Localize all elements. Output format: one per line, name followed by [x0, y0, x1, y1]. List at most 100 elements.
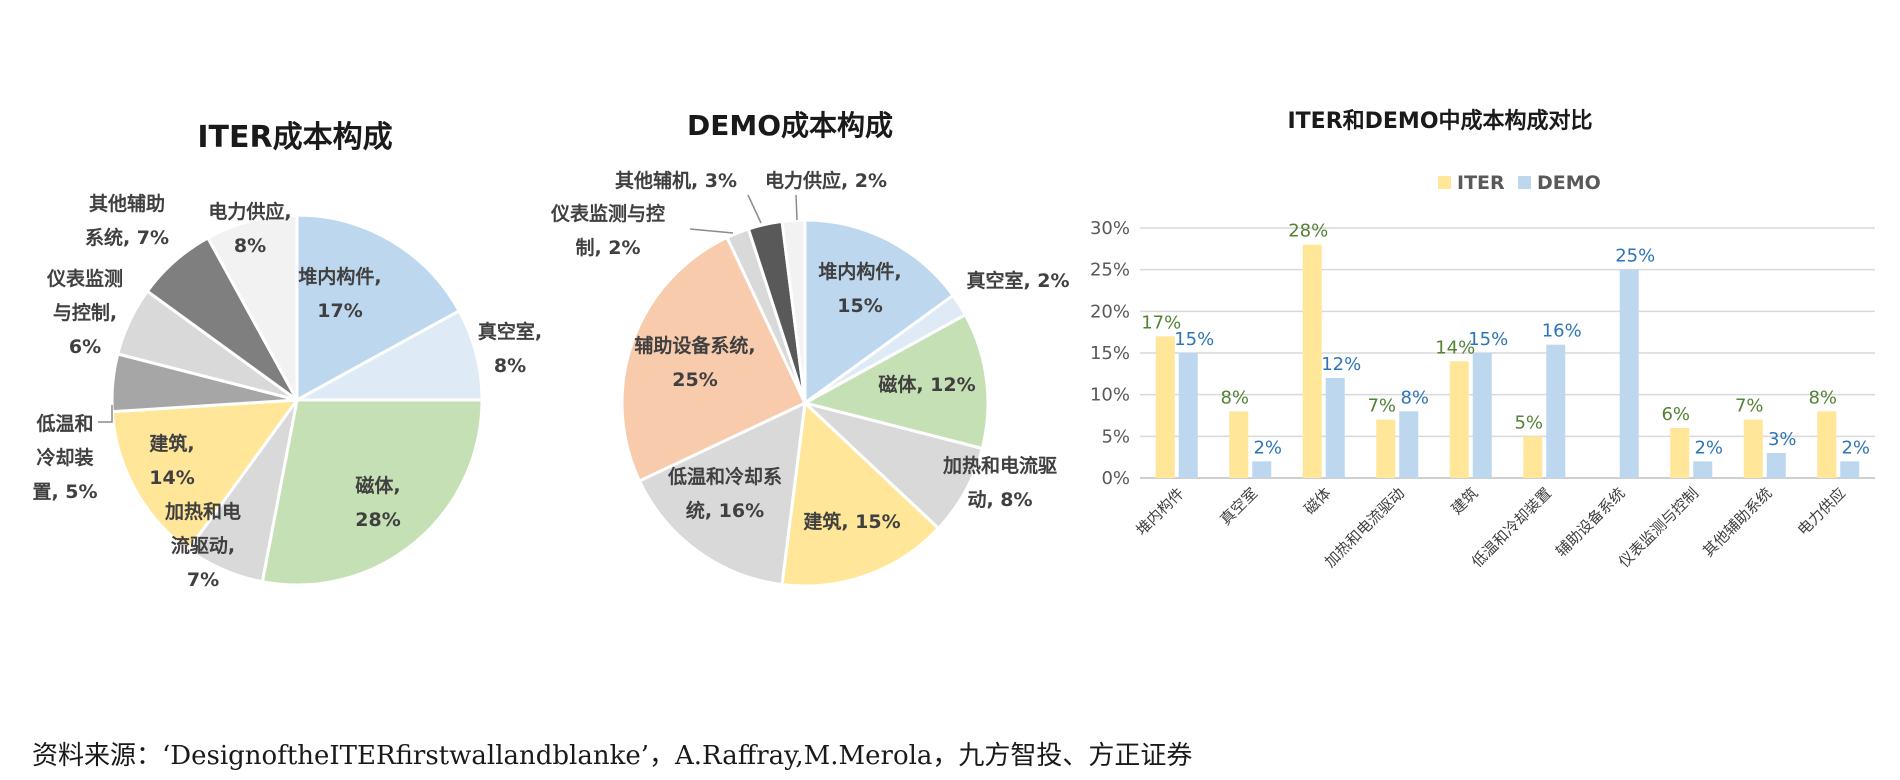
bar-demo: [1399, 411, 1419, 478]
bar-data-label: 3%: [1768, 429, 1797, 450]
y-tick-label: 20%: [1090, 301, 1130, 322]
bar-iter: [1376, 419, 1396, 478]
pie-slice: [295, 213, 462, 403]
pie-slice: [296, 308, 484, 402]
demo-pie-slices: [620, 218, 990, 588]
pie-slice: [620, 235, 807, 483]
y-tick-label: 30%: [1090, 218, 1130, 239]
y-tick-label: 5%: [1101, 426, 1130, 447]
x-category-label: 磁体: [1301, 484, 1335, 518]
legend-swatch: [1438, 176, 1451, 189]
bar-legend: ITER DEMO: [1438, 172, 1601, 194]
bar-demo: [1840, 461, 1860, 478]
pie-slice: [780, 399, 941, 588]
bar-data-label: 5%: [1514, 412, 1543, 433]
x-category-label: 辅助设备系统: [1552, 484, 1628, 560]
pie-data-label: 真空室, 2%: [966, 269, 1069, 292]
pie-data-label: 低温和冷却系统, 16%: [667, 465, 782, 522]
bar-data-label: 2%: [1253, 437, 1282, 458]
pie-data-label: 其他辅助系统, 7%: [85, 192, 169, 249]
bar-data-label: 2%: [1841, 437, 1870, 458]
iter-pie-title: ITER成本构成: [197, 120, 392, 155]
pie-data-label: 其他辅机, 3%: [615, 169, 737, 192]
bar-data-label: 15%: [1468, 329, 1508, 350]
pie-data-label: 仪表监测与控制, 6%: [46, 267, 123, 358]
bar-demo: [1766, 453, 1786, 478]
bar-data-label: 6%: [1661, 404, 1690, 425]
iter-pie-labels: 堆内构件, 17% 真空室, 8% 磁体, 28% 加热和电流驱动, 7% 建筑, 14% 低温和冷…: [32, 192, 542, 591]
pie-data-label: 堆内构件, 15%: [818, 260, 901, 317]
pie-data-label: 真空室, 8%: [478, 320, 542, 377]
bar-data-label: 17%: [1141, 312, 1181, 333]
y-tick-label: 10%: [1090, 385, 1130, 406]
pie-slice: [260, 398, 484, 587]
bar-data-label: 7%: [1735, 396, 1764, 417]
x-category-label: 电力供应: [1794, 484, 1849, 539]
bar-demo: [1546, 344, 1566, 478]
pie-data-label: 仪表监测与控制, 2%: [550, 202, 665, 259]
pie-data-label: 低温和冷却装置, 5%: [32, 412, 97, 503]
bar-demo: [1178, 353, 1198, 478]
pie-data-label: 加热和电流驱动, 8%: [942, 454, 1057, 511]
pie-leader-line: [689, 228, 734, 234]
pie-leader-line: [747, 194, 762, 224]
bar-data-label: 15%: [1174, 329, 1214, 350]
bar-data-labels: 17%15%8%2%28%12%7% 8%14%15%5%16%25%6%2%7%…: [1141, 221, 1870, 459]
bar-demo: [1325, 378, 1345, 478]
x-category-label: 其他辅助系统: [1699, 484, 1775, 560]
bar-data-label: 2%: [1694, 437, 1723, 458]
bar-gridlines: [1140, 227, 1875, 479]
bar-iter: [1449, 361, 1469, 478]
comparison-bar-chart: ITER和DEMO中成本构成对比 ITER DEMO 0% 5% 10% 15% 20% 2…: [1090, 108, 1875, 571]
x-category-label: 堆内构件: [1132, 484, 1187, 539]
bar-bars: [1155, 244, 1860, 478]
bar-data-label: 8%: [1220, 387, 1249, 408]
bar-demo: [1619, 269, 1639, 478]
pie-data-label: 磁体, 28%: [355, 474, 400, 531]
bar-chart-title: ITER和DEMO中成本构成对比: [1287, 108, 1592, 134]
bar-data-label: 25%: [1615, 246, 1655, 267]
charts-canvas: ITER成本构成 堆内构件, 17% 真空室, 8% 磁体, 28% 加热和电流驱动, 7% 建…: [32, 108, 1875, 591]
bar-iter: [1743, 419, 1763, 478]
pie-slice: [110, 398, 301, 552]
bar-data-label: 8%: [1808, 387, 1837, 408]
bar-demo: [1472, 353, 1492, 478]
pie-data-label: 建筑, 15%: [803, 510, 900, 533]
bar-data-label: 8%: [1400, 387, 1429, 408]
pie-leader-line: [98, 405, 113, 423]
x-category-label: 真空室: [1217, 484, 1262, 529]
iter-pie-chart: ITER成本构成 堆内构件, 17% 真空室, 8% 磁体, 28% 加热和电流驱动, 7% 建…: [32, 120, 542, 591]
demo-pie-title: DEMO成本构成: [687, 109, 893, 142]
legend-swatch: [1518, 176, 1531, 189]
pie-data-label: 辅助设备系统, 25%: [634, 334, 755, 391]
bar-iter: [1817, 411, 1837, 478]
pie-data-label: 电力供应, 2%: [765, 169, 887, 192]
demo-pie-chart: DEMO成本构成 堆内构件, 15% 真空室, 2% 磁体, 12% 加热和电流驱动, …: [550, 109, 1070, 588]
pie-data-label: 加热和电流驱动, 7%: [164, 500, 241, 591]
y-tick-label: 25%: [1090, 260, 1130, 281]
pie-slice: [205, 213, 299, 401]
legend-label: ITER: [1457, 172, 1505, 194]
y-tick-label: 0%: [1101, 468, 1130, 489]
bar-data-label: 14%: [1435, 337, 1475, 358]
bar-demo: [1252, 461, 1272, 478]
legend-label: DEMO: [1537, 172, 1601, 194]
bar-demo: [1693, 461, 1713, 478]
bar-iter: [1302, 244, 1322, 478]
bar-iter: [1670, 428, 1690, 478]
bar-iter: [1229, 411, 1249, 478]
pie-slice: [800, 312, 990, 451]
pie-data-label: 磁体, 12%: [878, 373, 975, 396]
bar-y-axis: 0% 5% 10% 15% 20% 25% 30%: [1090, 218, 1130, 489]
bar-data-label: 12%: [1321, 354, 1361, 375]
pie-slice: [637, 400, 807, 587]
demo-pie-labels: 堆内构件, 15% 真空室, 2% 磁体, 12% 加热和电流驱动, 8% 建筑, 15%…: [550, 169, 1070, 533]
pie-data-label: 堆内构件, 17%: [298, 265, 381, 322]
x-category-label: 建筑: [1448, 484, 1482, 518]
pie-slice: [780, 218, 807, 404]
bar-data-label: 16%: [1542, 321, 1582, 342]
source-note: 资料来源：‘DesignoftheITERfirstwallandblanke’…: [32, 741, 1193, 771]
pie-slice: [803, 401, 985, 531]
bar-iter: [1523, 436, 1543, 478]
